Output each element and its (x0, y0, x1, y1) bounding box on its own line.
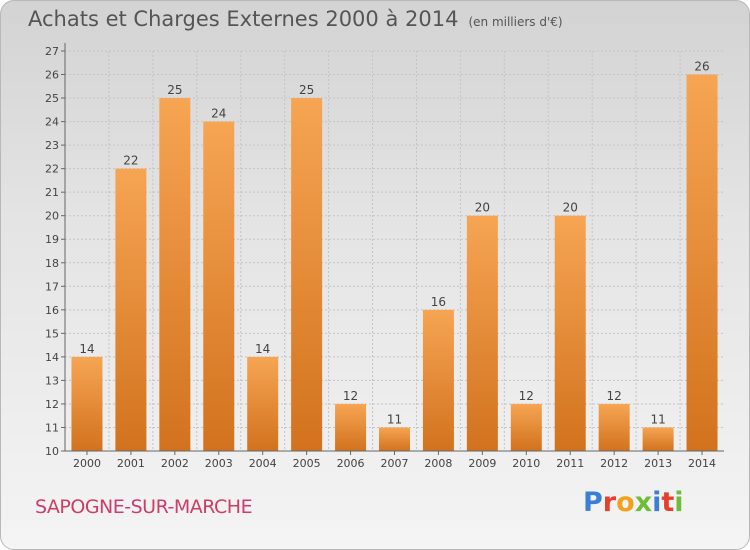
bar-2003[interactable] (203, 121, 235, 452)
bar-2011[interactable] (554, 215, 586, 451)
commune-name: SAPOGNE-SUR-MARCHE (35, 496, 253, 518)
y-tick-label: 24 (45, 116, 59, 129)
bar-value-label: 25 (167, 83, 182, 97)
chart-unit: (en milliers d'€) (468, 15, 563, 29)
bar-2009[interactable] (466, 215, 498, 451)
bar-value-label: 20 (563, 201, 578, 215)
chart-title-text: Achats et Charges Externes 2000 à 2014 (28, 7, 459, 31)
bar-value-label: 14 (79, 342, 94, 356)
bar-2005[interactable] (291, 98, 323, 451)
axes: 10 11 12 13 14 15 16 17 18 19 20 21 22 23 24 25 26 27 2000… (45, 43, 724, 470)
bar-value-label: 12 (519, 389, 534, 403)
bar-2002[interactable] (159, 98, 191, 451)
y-tick-label: 14 (45, 351, 59, 364)
y-tick-label: 22 (45, 163, 59, 176)
bar-2001[interactable] (115, 168, 147, 451)
bars: 14 22 25 24 14 25 12 11 16 20 12 20 12 11 26 (71, 60, 718, 452)
bar-value-label: 14 (255, 342, 270, 356)
y-tick-label: 10 (45, 445, 59, 458)
y-tick-label: 21 (45, 186, 59, 199)
x-tick-label: 2009 (468, 457, 496, 470)
x-tick-label: 2006 (337, 457, 365, 470)
chart-title: Achats et Charges Externes 2000 à 2014 (e… (28, 7, 563, 31)
x-tick-label: 2010 (512, 457, 540, 470)
y-tick-label: 13 (45, 374, 59, 387)
x-tick-label: 2013 (644, 457, 672, 470)
bar-value-label: 16 (431, 295, 446, 309)
x-tick-label: 2005 (293, 457, 321, 470)
bar-value-label: 12 (607, 389, 622, 403)
x-tick-label: 2007 (381, 457, 409, 470)
bar-2013[interactable] (642, 427, 674, 451)
y-tick-label: 26 (45, 69, 59, 82)
bar-2012[interactable] (598, 403, 630, 451)
x-tick-label: 2011 (556, 457, 584, 470)
bar-value-label: 25 (299, 83, 314, 97)
x-tick-label: 2008 (424, 457, 452, 470)
x-tick-label: 2000 (73, 457, 101, 470)
bar-value-label: 24 (211, 107, 226, 121)
y-tick-label: 18 (45, 257, 59, 270)
bar-value-label: 22 (123, 154, 138, 168)
bar-2004[interactable] (247, 356, 279, 451)
y-tick-label: 15 (45, 327, 59, 340)
x-tick-label: 2004 (249, 457, 277, 470)
y-tick-label: 17 (45, 280, 59, 293)
y-tick-label: 12 (45, 398, 59, 411)
bar-value-label: 26 (694, 60, 709, 74)
y-tick-label: 23 (45, 139, 59, 152)
y-tick-label: 19 (45, 233, 59, 246)
bar-2007[interactable] (379, 427, 410, 451)
bar-value-label: 12 (343, 389, 358, 403)
bar-value-label: 11 (650, 412, 665, 426)
bar-2010[interactable] (510, 403, 542, 451)
y-tick-label: 16 (45, 304, 59, 317)
bar-2014[interactable] (686, 74, 718, 451)
x-tick-label: 2002 (161, 457, 189, 470)
x-tick-label: 2001 (117, 457, 145, 470)
y-tick-label: 25 (45, 92, 59, 105)
x-tick-label: 2012 (600, 457, 628, 470)
y-tick-label: 11 (45, 421, 59, 434)
bar-2006[interactable] (335, 403, 367, 451)
bar-2008[interactable] (422, 309, 454, 451)
bar-value-label: 11 (387, 412, 402, 426)
y-tick-label: 20 (45, 210, 59, 223)
x-tick-label: 2003 (205, 457, 233, 470)
y-tick-label: 27 (45, 45, 59, 58)
bar-value-label: 20 (475, 201, 490, 215)
bar-2000[interactable] (71, 356, 103, 451)
x-tick-label: 2014 (688, 457, 716, 470)
proxiti-logo[interactable]: Proxiti (583, 487, 684, 518)
